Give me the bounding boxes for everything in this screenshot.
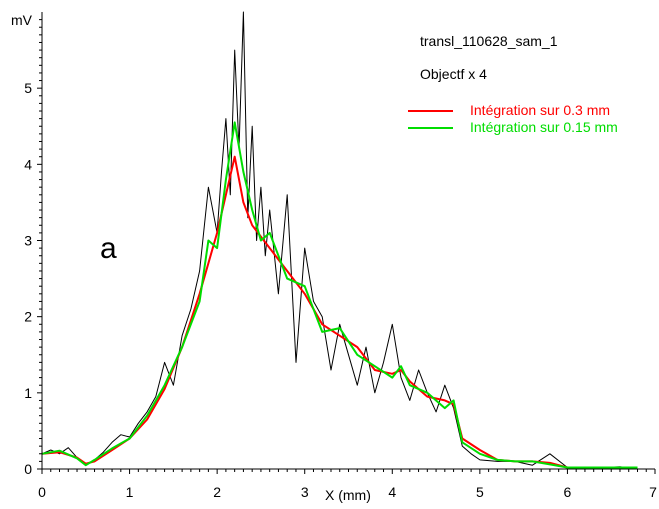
plot-lines — [41, 11, 638, 470]
objective-label: Objectf x 4 — [420, 66, 487, 82]
x-tick-label: 5 — [476, 484, 484, 500]
y-axis-label: mV — [11, 12, 33, 28]
x-tick-label: 7 — [649, 484, 657, 500]
panel-letter: a — [100, 232, 117, 265]
x-tick-label: 6 — [564, 484, 572, 500]
x-axis-label: X (mm) — [325, 487, 371, 503]
series-line-smooth_015 — [41, 121, 638, 469]
legend: Intégration sur 0.3 mm Intégration sur 0… — [408, 102, 618, 135]
y-tick-label: 4 — [24, 156, 32, 172]
y-ticks: 0 1 2 3 4 5 — [24, 19, 42, 477]
y-tick-label: 0 — [24, 461, 32, 477]
axes: 0 1 2 3 4 5 6 7 0 1 2 3 4 5 — [24, 12, 657, 500]
file-label: transl_110628_sam_1 — [420, 33, 558, 49]
legend-label-015: Intégration sur 0.15 mm — [470, 119, 618, 135]
legend-label-03: Intégration sur 0.3 mm — [470, 102, 610, 118]
x-tick-label: 0 — [38, 484, 46, 500]
series-line-raw — [41, 11, 638, 470]
x-tick-label: 3 — [301, 484, 309, 500]
x-tick-label: 2 — [213, 484, 221, 500]
y-tick-label: 2 — [24, 309, 32, 325]
y-tick-label: 3 — [24, 233, 32, 249]
y-tick-label: 1 — [24, 385, 32, 401]
x-tick-label: 4 — [388, 484, 396, 500]
x-ticks: 0 1 2 3 4 5 6 7 — [38, 469, 657, 500]
y-tick-label: 5 — [24, 80, 32, 96]
series-line-smooth_03 — [41, 155, 638, 469]
x-tick-label: 1 — [126, 484, 134, 500]
